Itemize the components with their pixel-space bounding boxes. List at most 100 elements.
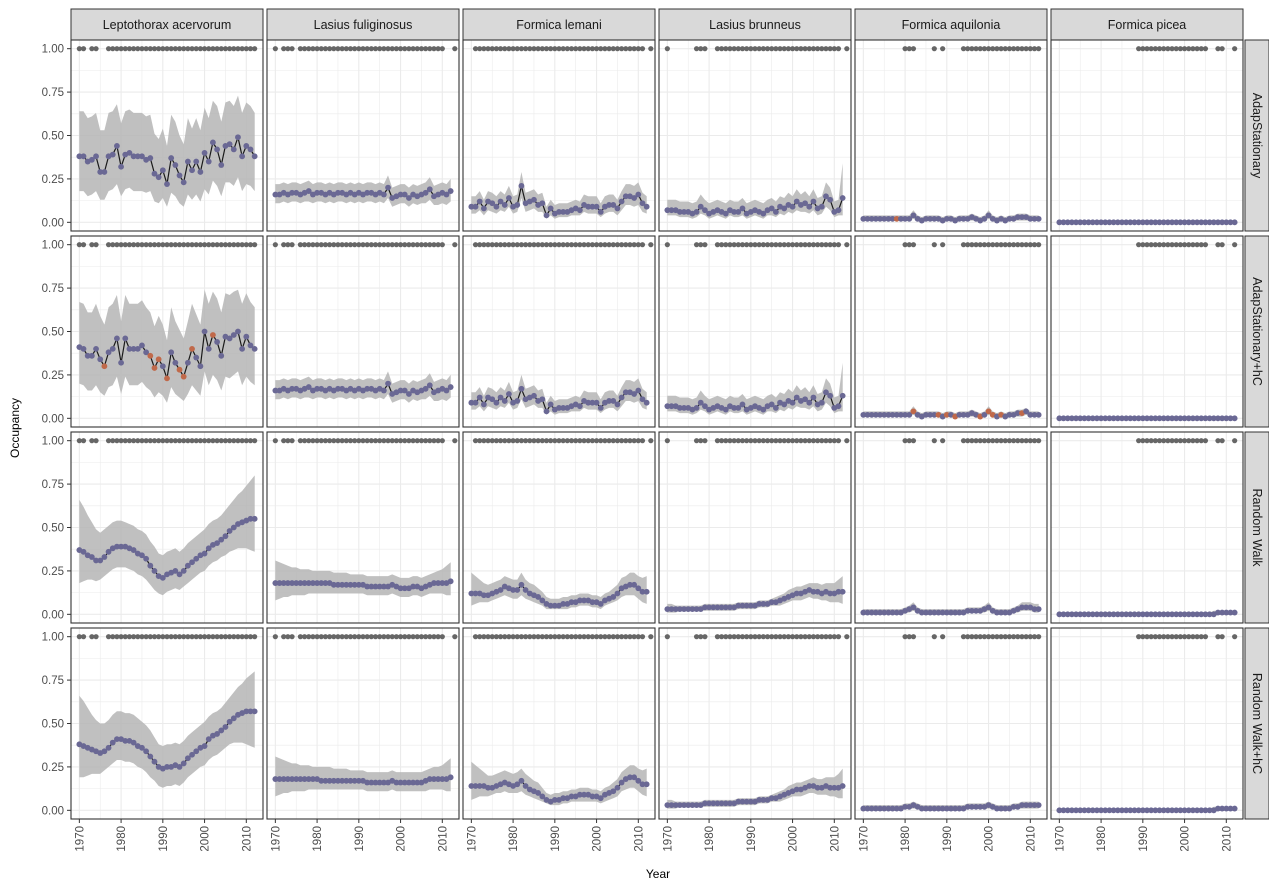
estimate-point [151, 568, 158, 574]
estimate-point [1114, 219, 1121, 226]
observed-point [510, 46, 516, 52]
observed-point [385, 46, 391, 52]
observed-point [664, 242, 670, 248]
observed-point [514, 438, 520, 444]
estimate-point [410, 583, 416, 590]
observed-point [931, 242, 937, 248]
observed-point [327, 438, 333, 444]
estimate-point [343, 777, 350, 784]
observed-point [998, 46, 1004, 52]
observed-point [535, 438, 541, 444]
observed-point [614, 242, 621, 248]
observed-point [823, 46, 829, 52]
estimate-point [1194, 611, 1200, 618]
observed-point [585, 438, 591, 444]
observed-point [1006, 242, 1013, 248]
estimate-point [1031, 606, 1038, 613]
strip-background [70, 8, 264, 41]
estimate-point [1181, 807, 1188, 814]
estimate-point [702, 207, 708, 214]
estimate-point [1131, 219, 1138, 226]
estimate-point [180, 179, 187, 186]
observed-point [214, 46, 220, 52]
observed-point [1202, 46, 1209, 52]
observed-point [510, 242, 516, 248]
estimate-point [1144, 807, 1150, 814]
observed-point [1144, 438, 1150, 444]
estimate-point [860, 411, 867, 418]
observed-point [581, 242, 587, 248]
observed-point [789, 438, 796, 444]
estimate-point [902, 215, 908, 222]
estimate-point [1223, 219, 1230, 226]
estimate-point [1177, 807, 1184, 814]
estimate-point [1127, 807, 1134, 814]
observed-point [719, 242, 725, 248]
observed-point [239, 438, 245, 444]
estimate-point [1173, 219, 1180, 226]
estimate-point [1106, 219, 1113, 226]
x-tick-label: 2010 [633, 826, 645, 852]
panel-random-walk-formica-aquilonia [854, 431, 1048, 624]
estimate-point [226, 528, 233, 534]
estimate-point [1160, 807, 1167, 814]
estimate-point [739, 401, 746, 408]
estimate-point [643, 203, 650, 210]
estimate-point [1114, 415, 1121, 422]
observed-point [135, 242, 141, 248]
observed-point [819, 438, 825, 444]
estimate-point [1139, 219, 1146, 226]
estimate-point [501, 398, 508, 404]
observed-point [1152, 242, 1158, 248]
observed-point [252, 46, 258, 52]
observed-point [335, 438, 341, 444]
observed-point [331, 438, 337, 444]
estimate-point [1114, 807, 1121, 814]
estimate-point [535, 790, 542, 796]
estimate-point [664, 207, 671, 214]
observed-point [823, 438, 829, 444]
estimate-point [476, 783, 483, 789]
observed-point [281, 46, 287, 52]
estimate-point [618, 394, 625, 401]
row-strip-label: AdapStationary+hC [1250, 277, 1264, 386]
estimate-point [935, 609, 942, 616]
observed-point [360, 634, 366, 640]
estimate-point [1094, 807, 1100, 814]
observed-point [172, 242, 178, 248]
estimate-point [226, 718, 233, 725]
observed-point [110, 438, 116, 444]
estimate-point [1106, 611, 1113, 618]
observed-point [110, 46, 116, 52]
observed-point [114, 242, 120, 248]
estimate-point [643, 399, 650, 406]
estimate-point [193, 555, 200, 562]
observed-point [527, 634, 533, 640]
estimate-point [1177, 415, 1184, 422]
estimate-point [318, 580, 325, 586]
observed-point [197, 438, 203, 444]
estimate-point [597, 795, 604, 802]
observed-point [1011, 242, 1017, 248]
observed-point [418, 242, 425, 248]
estimate-point [1223, 805, 1230, 812]
observed-point [523, 46, 529, 52]
estimate-point [410, 779, 416, 786]
estimate-point [218, 162, 225, 168]
estimate-point [151, 170, 158, 177]
panel-adapstationary-formica-picea [1050, 39, 1244, 232]
estimate-point [810, 394, 817, 401]
estimate-point [714, 604, 721, 611]
observed-point [819, 242, 825, 248]
estimate-point [272, 387, 279, 394]
panel-adapstationary-hc-formica-picea [1050, 235, 1244, 428]
estimate-point [547, 205, 554, 212]
estimate-point [226, 141, 233, 148]
estimate-point [80, 345, 87, 352]
credible-interval-band [79, 95, 255, 207]
estimate-point [739, 798, 746, 805]
x-tick-label: 2010 [829, 826, 841, 852]
observed-point [623, 438, 629, 444]
observed-point [397, 242, 404, 248]
observed-point [798, 438, 804, 444]
